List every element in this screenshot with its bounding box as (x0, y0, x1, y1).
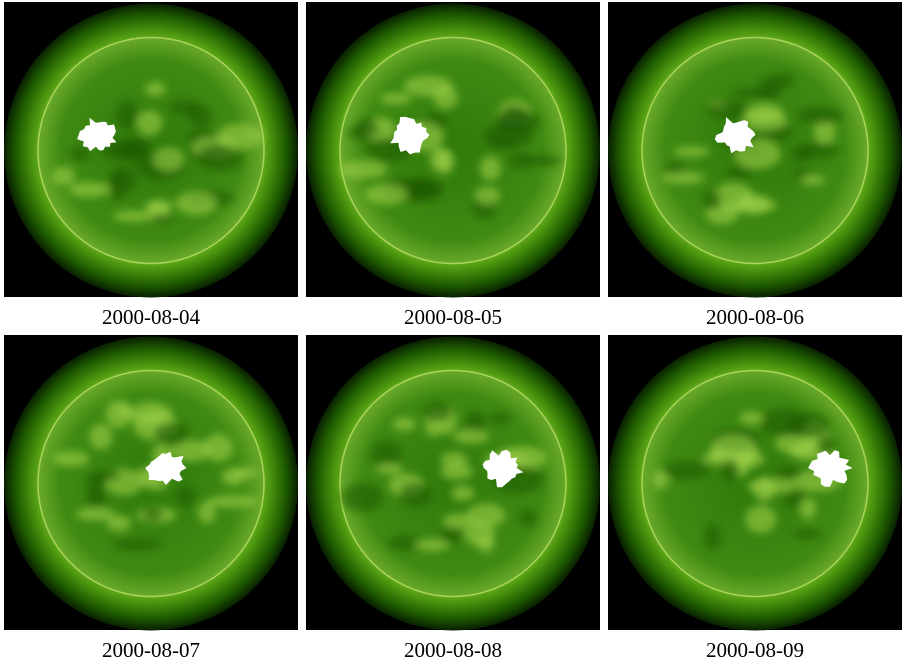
active-region (380, 93, 412, 105)
active-region (76, 508, 115, 521)
panel-caption: 2000-08-06 (706, 305, 804, 329)
figure: 2000-08-04 2000-08-05 2000-08-06 2000-08-07… (0, 0, 906, 665)
active-region (760, 408, 809, 437)
active-region (399, 483, 432, 508)
active-region (88, 470, 121, 481)
active-region (430, 147, 451, 172)
sun-panel (608, 335, 902, 631)
active-region (487, 134, 516, 150)
active-region (145, 200, 173, 213)
active-region (776, 466, 803, 480)
active-region (117, 405, 133, 417)
active-region (707, 101, 750, 120)
active-region (365, 184, 408, 205)
active-region (376, 463, 402, 474)
active-region (798, 142, 840, 158)
active-region (197, 144, 243, 171)
sun-panel (4, 335, 298, 631)
active-region (231, 467, 257, 478)
active-region (797, 106, 844, 124)
active-region (137, 110, 163, 135)
active-region (743, 109, 788, 130)
active-region (169, 100, 201, 115)
sun-panel (4, 2, 298, 298)
active-region (52, 167, 75, 185)
panel-caption: 2000-08-04 (102, 305, 200, 329)
active-region (800, 498, 816, 520)
active-region (89, 424, 112, 450)
active-region (726, 167, 754, 179)
active-region (434, 86, 458, 109)
active-region (477, 536, 494, 553)
sun-panel (306, 2, 600, 298)
active-region (113, 210, 153, 222)
active-region (475, 187, 500, 205)
active-region (176, 192, 217, 215)
active-region (745, 506, 776, 534)
active-region (392, 418, 416, 431)
active-region (341, 483, 383, 512)
active-region (145, 82, 166, 96)
active-region (703, 191, 722, 210)
active-region (53, 451, 89, 467)
active-region (753, 477, 775, 502)
active-region (203, 434, 233, 461)
active-region (154, 422, 189, 446)
panel-caption: 2000-08-08 (404, 638, 502, 662)
active-region (443, 513, 472, 528)
active-region (451, 485, 475, 500)
active-region (339, 161, 387, 179)
active-region (112, 538, 161, 550)
active-region (153, 148, 184, 172)
active-region (358, 118, 378, 136)
active-region (206, 495, 258, 507)
active-region (519, 509, 537, 527)
active-region (151, 214, 173, 225)
active-region (440, 452, 467, 468)
panel-caption: 2000-08-05 (404, 305, 502, 329)
active-region (116, 141, 142, 161)
active-region (489, 412, 511, 424)
active-region (496, 110, 540, 134)
active-region (674, 146, 710, 156)
sun-panel (306, 335, 600, 631)
active-region (704, 523, 721, 551)
panel-caption: 2000-08-09 (706, 638, 804, 662)
active-region (735, 194, 770, 215)
active-region (116, 100, 138, 130)
active-region (176, 486, 195, 508)
active-region (70, 146, 90, 161)
active-region (142, 508, 163, 521)
active-region (453, 430, 489, 444)
active-region (130, 402, 173, 426)
active-region (407, 178, 443, 199)
active-region (770, 73, 794, 89)
active-region (800, 175, 825, 185)
active-region (110, 166, 137, 192)
panel-caption: 2000-08-07 (102, 638, 200, 662)
active-region (423, 402, 452, 422)
active-region (508, 152, 534, 169)
active-region (466, 503, 505, 527)
sun-panel (608, 2, 902, 298)
active-region (793, 529, 822, 539)
active-region (662, 172, 706, 184)
active-region (663, 461, 711, 480)
active-region (68, 182, 111, 197)
active-region (711, 435, 756, 461)
active-region (480, 156, 501, 180)
active-region (739, 412, 763, 425)
